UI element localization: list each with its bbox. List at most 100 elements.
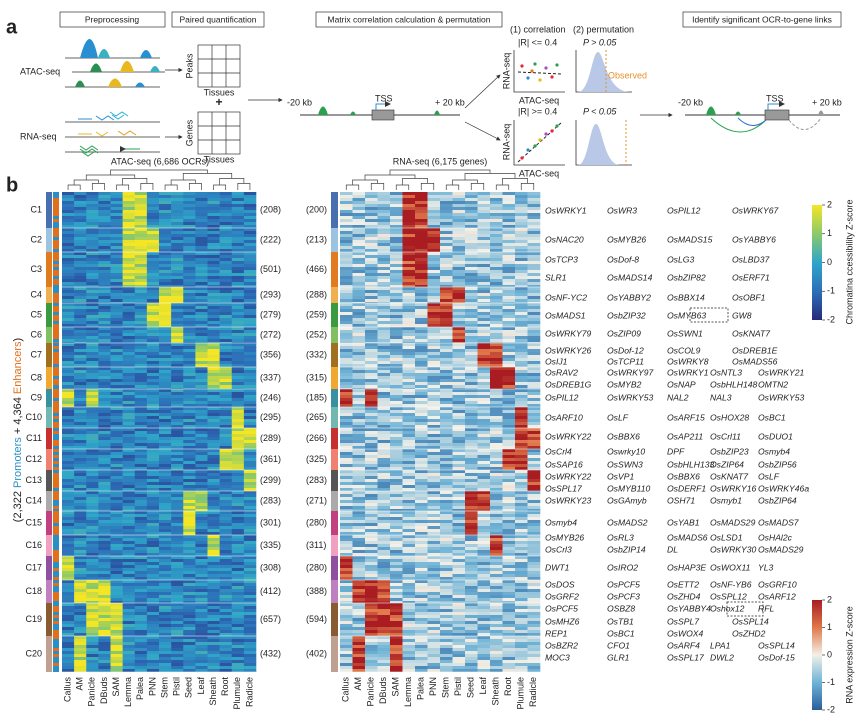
heatmap-cell <box>527 595 541 598</box>
heatmap-cell <box>219 568 233 571</box>
heatmap-cell <box>465 261 478 264</box>
heatmap-cell <box>377 443 391 446</box>
heatmap-cell <box>452 624 466 627</box>
heatmap-cell <box>159 321 172 324</box>
step-box <box>682 11 842 28</box>
heatmap-cell <box>352 330 366 333</box>
heatmap-cell <box>171 609 184 612</box>
heatmap-cell <box>171 520 184 523</box>
heatmap-cell <box>159 395 172 398</box>
heatmap-cell <box>415 422 428 425</box>
heatmap-cell <box>415 349 428 352</box>
heatmap-cell <box>195 529 208 532</box>
heatmap-cell <box>377 503 391 506</box>
heatmap-cell <box>465 367 478 370</box>
heatmap-cell <box>183 376 196 379</box>
region-type <box>53 550 59 553</box>
heatmap-cell <box>62 553 75 556</box>
heatmap-cell <box>402 413 416 416</box>
heatmap-cell <box>352 615 366 618</box>
heatmap-cell <box>477 434 491 437</box>
heatmap-cell <box>477 219 491 222</box>
heatmap-cell <box>171 343 184 346</box>
heatmap-cell <box>527 547 541 550</box>
heatmap-cell <box>390 506 403 509</box>
heatmap-cell <box>122 609 136 612</box>
heatmap-cell <box>98 355 111 358</box>
heatmap-cell <box>219 612 233 615</box>
heatmap-cell <box>502 210 516 213</box>
heatmap-cell <box>477 261 491 264</box>
heatmap-cell <box>365 491 378 494</box>
heatmap-cell <box>62 243 75 246</box>
heatmap-cell <box>159 491 172 494</box>
heatmap-cell <box>427 621 441 624</box>
heatmap-cell <box>340 398 353 401</box>
heatmap-cell <box>183 479 196 482</box>
heatmap-cell <box>415 290 428 293</box>
heatmap-cell <box>86 601 99 603</box>
heatmap-cell <box>183 595 196 598</box>
heatmap-cell <box>219 219 233 222</box>
heatmap-cell <box>195 279 208 282</box>
heatmap-cell <box>219 529 233 532</box>
heatmap-cell <box>402 201 416 204</box>
heatmap-cell <box>440 488 453 491</box>
heatmap-cell <box>465 349 478 352</box>
heatmap-cell <box>62 201 75 204</box>
heatmap-cell <box>340 287 353 290</box>
heatmap-cell <box>231 601 245 603</box>
heatmap-cell <box>183 627 196 630</box>
heatmap-cell <box>502 624 516 627</box>
heatmap-cell <box>171 276 184 279</box>
heatmap-cell <box>183 198 196 201</box>
heatmap-cell <box>171 382 184 385</box>
heatmap-cell <box>465 195 478 198</box>
heatmap-cell <box>415 452 428 455</box>
heatmap-cell <box>340 550 353 553</box>
heatmap-cell <box>352 541 366 544</box>
heatmap-cell <box>110 315 123 318</box>
heatmap-cell <box>207 367 220 370</box>
heatmap-cell <box>86 279 99 282</box>
heatmap-cell <box>146 246 160 249</box>
heatmap-cell <box>243 246 257 249</box>
heatmap-cell <box>207 603 220 606</box>
heatmap-cell <box>352 428 366 431</box>
heatmap-cell <box>440 431 453 434</box>
heatmap-cell <box>231 476 245 479</box>
heatmap-cell <box>110 389 123 392</box>
heatmap-cell <box>159 255 172 258</box>
heatmap-cell <box>415 249 428 252</box>
heatmap-cell <box>390 434 403 437</box>
heatmap-cell <box>110 428 123 431</box>
heatmap-cell <box>402 485 416 488</box>
heatmap-cell <box>207 485 220 488</box>
heatmap-cell <box>86 577 99 580</box>
heatmap-cell <box>477 306 491 309</box>
heatmap-cell <box>86 309 99 312</box>
heatmap-cell <box>390 609 403 612</box>
heatmap-cell <box>134 333 148 336</box>
heatmap-cell <box>440 299 453 302</box>
heatmap-cell <box>502 440 516 443</box>
heatmap-cell <box>427 583 441 586</box>
heatmap-cell <box>183 509 196 511</box>
heatmap-cell <box>183 296 196 299</box>
heatmap-cell <box>110 385 123 388</box>
heatmap-cell <box>477 419 491 422</box>
heatmap-cell <box>440 389 453 392</box>
heatmap-cell <box>98 346 111 349</box>
heatmap-cell <box>440 595 453 598</box>
heatmap-cell <box>415 609 428 612</box>
heatmap-cell <box>440 379 453 382</box>
heatmap-cell <box>231 589 245 592</box>
heatmap-cell <box>86 327 99 330</box>
heatmap-cell <box>74 285 87 287</box>
heatmap-cell <box>195 577 208 580</box>
heatmap-cell <box>365 290 378 293</box>
heatmap-cell <box>340 285 353 287</box>
heatmap-cell <box>98 249 111 252</box>
heatmap-cell <box>122 624 136 627</box>
heatmap-cell <box>502 192 516 195</box>
